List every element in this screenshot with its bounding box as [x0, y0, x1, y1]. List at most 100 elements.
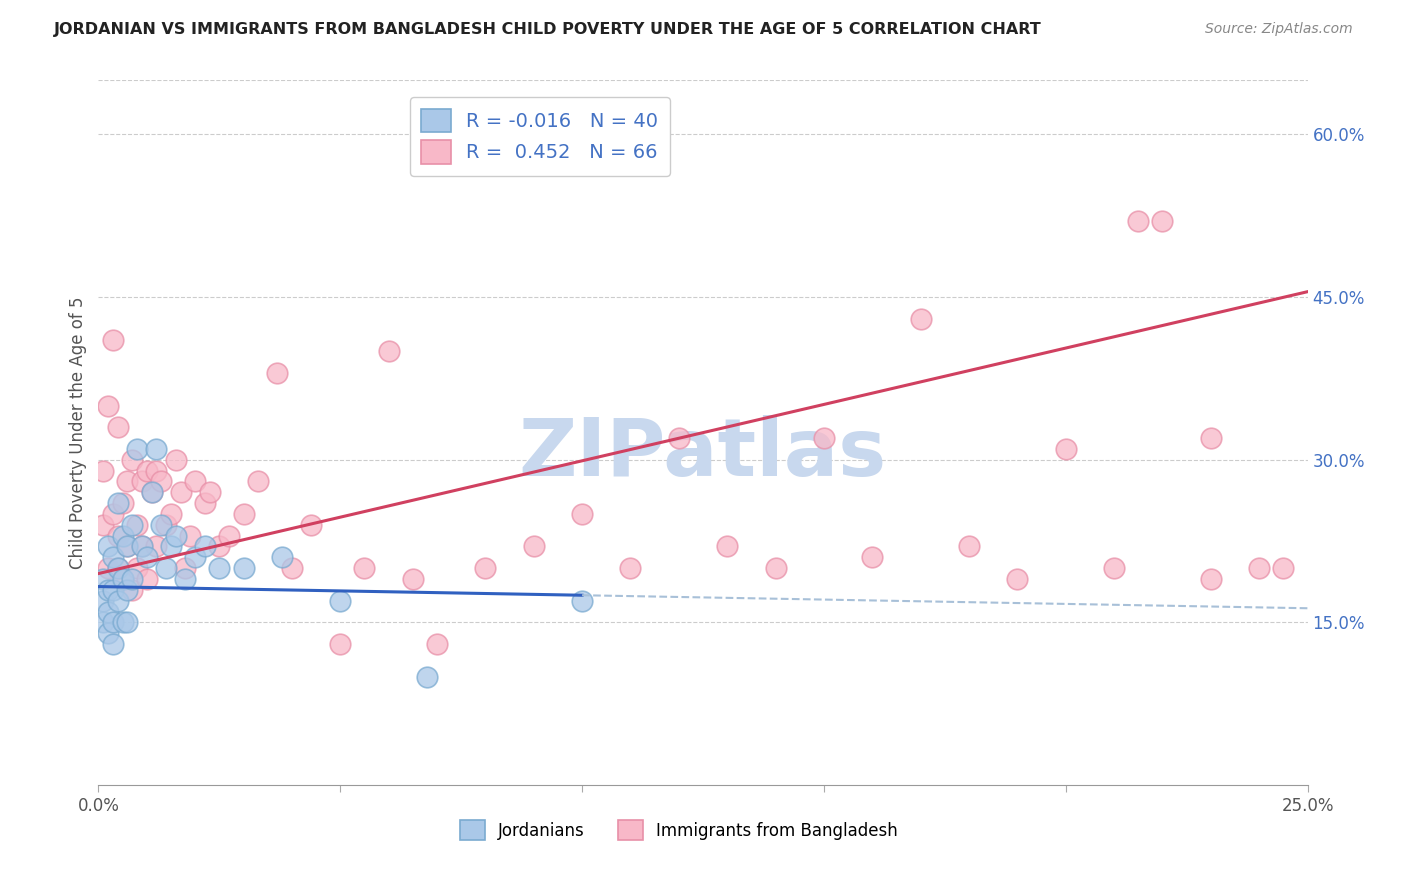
Point	[194, 540, 217, 554]
Point	[101, 615, 124, 630]
Point	[208, 540, 231, 554]
Point	[135, 572, 157, 586]
Point	[111, 496, 134, 510]
Point	[523, 540, 546, 554]
Point	[232, 561, 254, 575]
Point	[97, 561, 120, 575]
Point	[127, 561, 149, 575]
Point	[91, 593, 114, 607]
Point	[111, 572, 134, 586]
Point	[91, 615, 114, 630]
Point	[299, 517, 322, 532]
Point	[184, 475, 207, 489]
Point	[117, 540, 139, 554]
Y-axis label: Child Poverty Under the Age of 5: Child Poverty Under the Age of 5	[69, 296, 87, 569]
Point	[329, 593, 352, 607]
Point	[155, 517, 177, 532]
Point	[1128, 214, 1150, 228]
Point	[1199, 431, 1222, 445]
Point	[145, 540, 167, 554]
Point	[329, 637, 352, 651]
Point	[107, 528, 129, 542]
Text: ZIPatlas: ZIPatlas	[519, 415, 887, 492]
Point	[117, 540, 139, 554]
Point	[111, 615, 134, 630]
Point	[474, 561, 496, 575]
Point	[281, 561, 304, 575]
Point	[121, 517, 143, 532]
Point	[150, 517, 173, 532]
Point	[150, 475, 173, 489]
Point	[165, 452, 187, 467]
Point	[1199, 572, 1222, 586]
Point	[218, 528, 240, 542]
Point	[117, 582, 139, 597]
Point	[194, 496, 217, 510]
Point	[121, 452, 143, 467]
Point	[165, 528, 187, 542]
Point	[813, 431, 835, 445]
Point	[174, 572, 197, 586]
Point	[174, 561, 197, 575]
Point	[107, 561, 129, 575]
Point	[107, 420, 129, 434]
Point	[232, 507, 254, 521]
Point	[131, 540, 153, 554]
Point	[107, 593, 129, 607]
Point	[169, 485, 191, 500]
Point	[101, 550, 124, 565]
Point	[107, 561, 129, 575]
Point	[145, 464, 167, 478]
Point	[97, 582, 120, 597]
Point	[716, 540, 738, 554]
Point	[619, 561, 641, 575]
Point	[860, 550, 883, 565]
Point	[1249, 561, 1271, 575]
Text: JORDANIAN VS IMMIGRANTS FROM BANGLADESH CHILD POVERTY UNDER THE AGE OF 5 CORRELA: JORDANIAN VS IMMIGRANTS FROM BANGLADESH …	[53, 22, 1042, 37]
Point	[198, 485, 221, 500]
Point	[131, 475, 153, 489]
Point	[97, 540, 120, 554]
Point	[91, 517, 114, 532]
Point	[117, 475, 139, 489]
Point	[571, 507, 593, 521]
Point	[377, 344, 399, 359]
Point	[135, 550, 157, 565]
Legend: Jordanians, Immigrants from Bangladesh: Jordanians, Immigrants from Bangladesh	[453, 814, 904, 847]
Point	[101, 637, 124, 651]
Point	[131, 540, 153, 554]
Point	[271, 550, 294, 565]
Point	[127, 442, 149, 456]
Point	[101, 334, 124, 348]
Point	[402, 572, 425, 586]
Point	[160, 507, 183, 521]
Point	[127, 517, 149, 532]
Point	[208, 561, 231, 575]
Point	[266, 366, 288, 380]
Point	[97, 605, 120, 619]
Point	[416, 669, 439, 683]
Point	[910, 311, 932, 326]
Point	[160, 540, 183, 554]
Point	[179, 528, 201, 542]
Point	[155, 561, 177, 575]
Point	[91, 572, 114, 586]
Point	[957, 540, 980, 554]
Point	[1152, 214, 1174, 228]
Point	[247, 475, 270, 489]
Point	[765, 561, 787, 575]
Point	[101, 582, 124, 597]
Point	[145, 442, 167, 456]
Point	[91, 464, 114, 478]
Point	[141, 485, 163, 500]
Point	[121, 582, 143, 597]
Point	[1054, 442, 1077, 456]
Point	[135, 464, 157, 478]
Point	[426, 637, 449, 651]
Point	[97, 626, 120, 640]
Point	[107, 496, 129, 510]
Point	[571, 593, 593, 607]
Point	[101, 507, 124, 521]
Point	[353, 561, 375, 575]
Point	[141, 485, 163, 500]
